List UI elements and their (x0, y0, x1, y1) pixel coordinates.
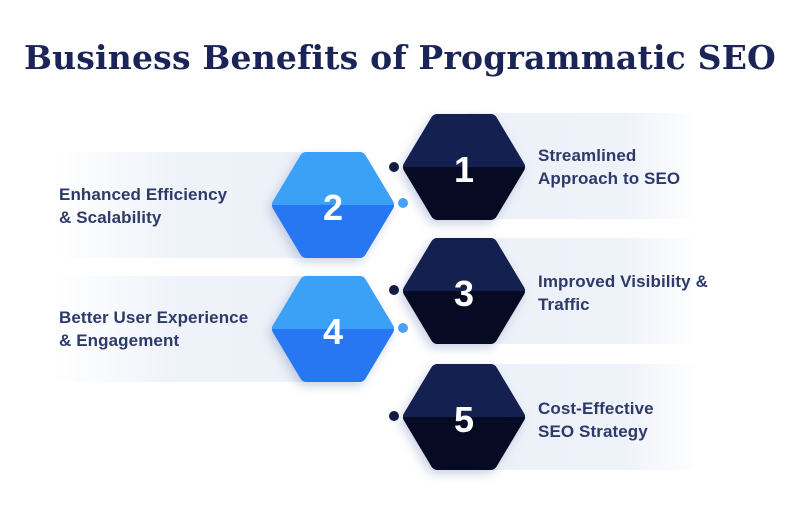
connector-dot-dark-icon (389, 285, 399, 295)
step-label-line: Enhanced Efficiency (59, 185, 228, 204)
hexagon-step-2: 2 (272, 152, 394, 258)
step-label-2: Enhanced Efficiency & Scalability (59, 183, 227, 229)
step-number: 5 (454, 399, 474, 440)
step-number: 4 (323, 311, 343, 352)
connector-dot-blue-icon (398, 323, 408, 333)
step-number: 3 (454, 273, 474, 314)
hexagon-top-half (403, 114, 525, 167)
step-label-5: Cost-Effective SEO Strategy (538, 397, 654, 443)
hexagon-step-4: 4 (272, 276, 394, 382)
page-title: Business Benefits of Programmatic SEO (23, 38, 776, 77)
hexagon-top-half (272, 276, 394, 329)
step-label-line: Better User Experience (59, 308, 249, 327)
step-label-1: Streamlined Approach to SEO (538, 144, 680, 190)
step-label-line: Improved Visibility & (538, 272, 708, 291)
step-label-line: SEO Strategy (538, 422, 648, 441)
step-number: 2 (323, 187, 343, 228)
connector-dot-dark-icon (389, 162, 399, 172)
connector-dot-blue-icon (398, 198, 408, 208)
step-number: 1 (454, 149, 474, 190)
step-label-line: Traffic (538, 295, 590, 314)
step-label-4: Better User Experience & Engagement (59, 306, 248, 352)
hexagon-top-half (272, 152, 394, 205)
hexagon-step-3: 3 (403, 238, 525, 344)
connector-dot-dark-icon (389, 411, 399, 421)
step-label-line: & Scalability (59, 208, 162, 227)
hexagon-top-half (403, 364, 525, 417)
step-label-line: & Engagement (59, 331, 180, 350)
step-label-line: Approach to SEO (538, 169, 681, 188)
step-label-line: Cost-Effective (538, 399, 654, 418)
step-label-3: Improved Visibility & Traffic (538, 270, 708, 316)
step-label-line: Streamlined (538, 146, 637, 165)
hexagon-top-half (403, 238, 525, 291)
hexagon-step-1: 1 (403, 114, 525, 220)
hexagon-step-5: 5 (403, 364, 525, 470)
